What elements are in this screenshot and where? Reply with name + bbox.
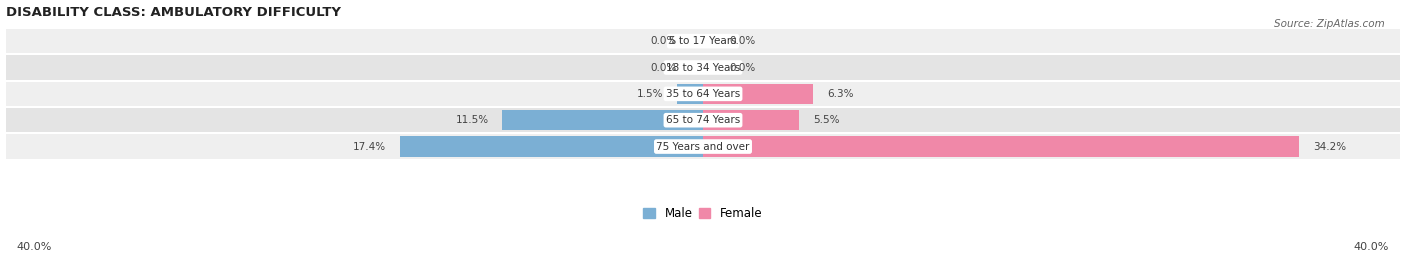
Bar [6, 108, 1400, 132]
Text: 34.2%: 34.2% [1313, 142, 1347, 151]
Text: 5.5%: 5.5% [813, 115, 839, 125]
Text: DISABILITY CLASS: AMBULATORY DIFFICULTY: DISABILITY CLASS: AMBULATORY DIFFICULTY [6, 6, 340, 18]
Text: 0.0%: 0.0% [730, 62, 755, 73]
Text: 5 to 17 Years: 5 to 17 Years [669, 36, 737, 46]
Bar [502, 110, 703, 131]
Bar [6, 55, 1400, 80]
Legend: Male, Female: Male, Female [638, 203, 768, 225]
Bar [399, 136, 703, 157]
Bar [6, 135, 1400, 159]
Bar [6, 29, 1400, 53]
Text: 0.0%: 0.0% [651, 62, 676, 73]
Text: 40.0%: 40.0% [17, 242, 52, 252]
Text: 65 to 74 Years: 65 to 74 Years [666, 115, 740, 125]
Text: 11.5%: 11.5% [456, 115, 488, 125]
Text: 35 to 64 Years: 35 to 64 Years [666, 89, 740, 99]
Text: Source: ZipAtlas.com: Source: ZipAtlas.com [1274, 19, 1385, 29]
Bar [703, 84, 813, 104]
Bar [703, 136, 1299, 157]
Bar [6, 82, 1400, 106]
Text: 6.3%: 6.3% [827, 89, 853, 99]
Text: 75 Years and over: 75 Years and over [657, 142, 749, 151]
Text: 17.4%: 17.4% [353, 142, 385, 151]
Text: 0.0%: 0.0% [730, 36, 755, 46]
Text: 0.0%: 0.0% [651, 36, 676, 46]
Text: 1.5%: 1.5% [637, 89, 662, 99]
Bar [676, 84, 703, 104]
Text: 40.0%: 40.0% [1354, 242, 1389, 252]
Text: 18 to 34 Years: 18 to 34 Years [666, 62, 740, 73]
Bar [703, 110, 799, 131]
